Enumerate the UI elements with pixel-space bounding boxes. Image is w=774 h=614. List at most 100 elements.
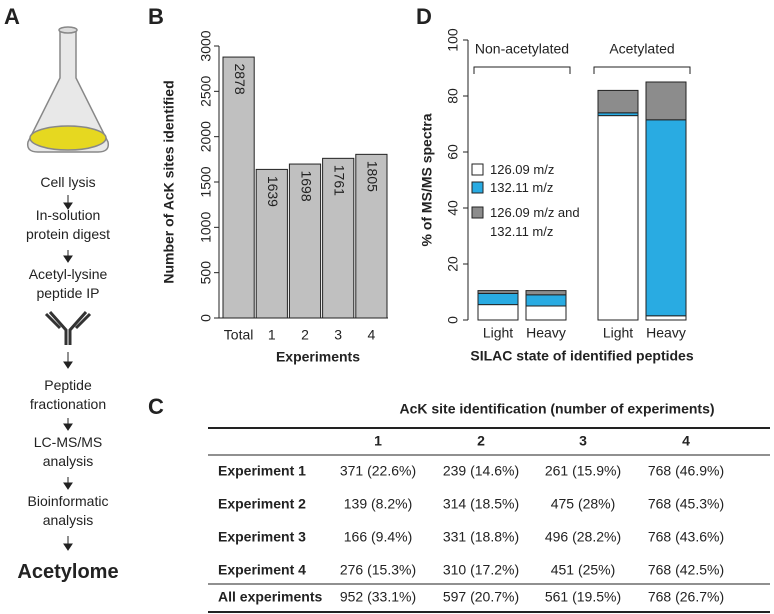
workflow-result: Acetylome [17,561,119,583]
table-cell: 310 (17.2%) [443,562,519,578]
bar-segment [525,294,567,307]
value-label: 1639 [265,176,281,207]
legend-swatch [471,206,484,219]
table-cell: 314 (18.5%) [443,496,519,512]
panel-label: B [148,4,164,29]
y-tick-label: 1000 [198,212,214,243]
table-cell: 331 (18.8%) [443,529,519,545]
bar [255,168,288,319]
bar-segment [645,81,687,121]
row-label: All experiments [218,589,322,605]
table-cell: 597 (20.7%) [443,589,519,605]
bar [288,163,322,319]
flask [26,26,110,153]
row-label: Experiment 1 [218,463,306,479]
value-label: 2878 [232,63,248,94]
panel-label: A [4,4,20,29]
y-tick-label: 1500 [198,166,214,197]
y-tick-label: 40 [445,200,461,216]
group-bracket [593,66,691,74]
bar-segment [597,89,639,114]
legend-label: 126.09 m/z and 132.11 m/z [490,205,580,239]
y-tick-label: 0 [445,316,461,324]
y-axis-label: Number of AcK sites identified [161,80,177,283]
x-axis-label: Experiments [276,349,360,365]
y-tick-label: 2000 [198,121,214,152]
table-title: AcK site identification (number of exper… [399,401,714,417]
x-tick-label: Heavy [526,325,566,341]
panel-label: C [148,394,164,419]
row-label: Experiment 3 [218,529,306,545]
bar [222,56,255,319]
y-tick-label: 20 [445,256,461,272]
y-axis-label: % of MS/MS spectra [419,113,435,246]
group-bracket [473,66,571,74]
table-cell: 139 (8.2%) [344,496,412,512]
bar-segment [525,305,567,321]
table-cell: 561 (19.5%) [545,589,621,605]
bar-segment [477,304,519,321]
table-cell: 768 (46.9%) [648,463,724,479]
x-tick-label: Light [483,325,513,341]
table-cell: 261 (15.9%) [545,463,621,479]
workflow-step: LC-MS/MS analysis [33,434,103,469]
table-cell: 768 (42.5%) [648,562,724,578]
y-tick-label: 3000 [198,30,214,61]
value-label: 1805 [365,161,381,192]
x-tick-label: Total [224,327,254,343]
bar [355,153,388,319]
y-tick-label: 2500 [198,76,214,107]
y-tick-label: 80 [445,88,461,104]
workflow-step: Acetyl-lysine peptide IP [28,266,108,301]
legend-swatch [471,163,484,176]
x-tick-label: Heavy [646,325,686,341]
table-cell: 768 (26.7%) [648,589,724,605]
table-cell: 768 (45.3%) [648,496,724,512]
value-label: 1761 [331,165,347,196]
table-cell: 239 (14.6%) [443,463,519,479]
workflow-step: Cell lysis [40,174,96,190]
bar-segment [525,290,567,296]
bar [322,157,355,319]
group-label: Non-acetylated [475,41,569,57]
value-label: 1698 [298,170,314,201]
x-axis-label: SILAC state of identified peptides [470,348,693,364]
table-cell: 475 (28%) [551,496,616,512]
bar-segment [645,315,687,321]
y-tick-label: 100 [445,28,461,52]
bar-segment [597,115,639,321]
column-header: 1 [374,433,382,449]
group-label: Acetylated [609,41,674,57]
legend-label: 132.11 m/z [490,180,554,195]
table-cell: 496 (28.2%) [545,529,621,545]
bar-segment [477,292,519,306]
arrows [63,195,73,551]
x-tick-label: Light [603,325,633,341]
antibody-icon [44,311,92,345]
bar-segment [477,290,519,294]
table-cell: 952 (33.1%) [340,589,416,605]
x-tick-label: 2 [301,327,309,343]
column-header: 3 [579,433,587,449]
y-tick-label: 0 [198,314,214,322]
bar-segment [645,119,687,317]
row-label: Experiment 4 [218,562,306,578]
y-tick-label: 500 [198,261,214,285]
table-cell: 451 (25%) [551,562,616,578]
row-label: Experiment 2 [218,496,306,512]
table-cell: 768 (43.6%) [648,529,724,545]
legend-label: 126.09 m/z [490,162,555,177]
panel-label: D [416,4,432,29]
x-tick-label: 3 [334,327,342,343]
workflow-step: Peptide fractionation [29,377,107,412]
y-tick-label: 60 [445,144,461,160]
workflow-step: Bioinformatic analysis [27,493,109,528]
column-header: 4 [682,433,690,449]
workflow-step: In-solution protein digest [25,207,111,242]
legend-swatch [471,181,484,194]
table-cell: 166 (9.4%) [344,529,412,545]
x-tick-label: 4 [368,327,376,343]
table-cell: 371 (22.6%) [340,463,416,479]
x-tick-label: 1 [268,327,276,343]
